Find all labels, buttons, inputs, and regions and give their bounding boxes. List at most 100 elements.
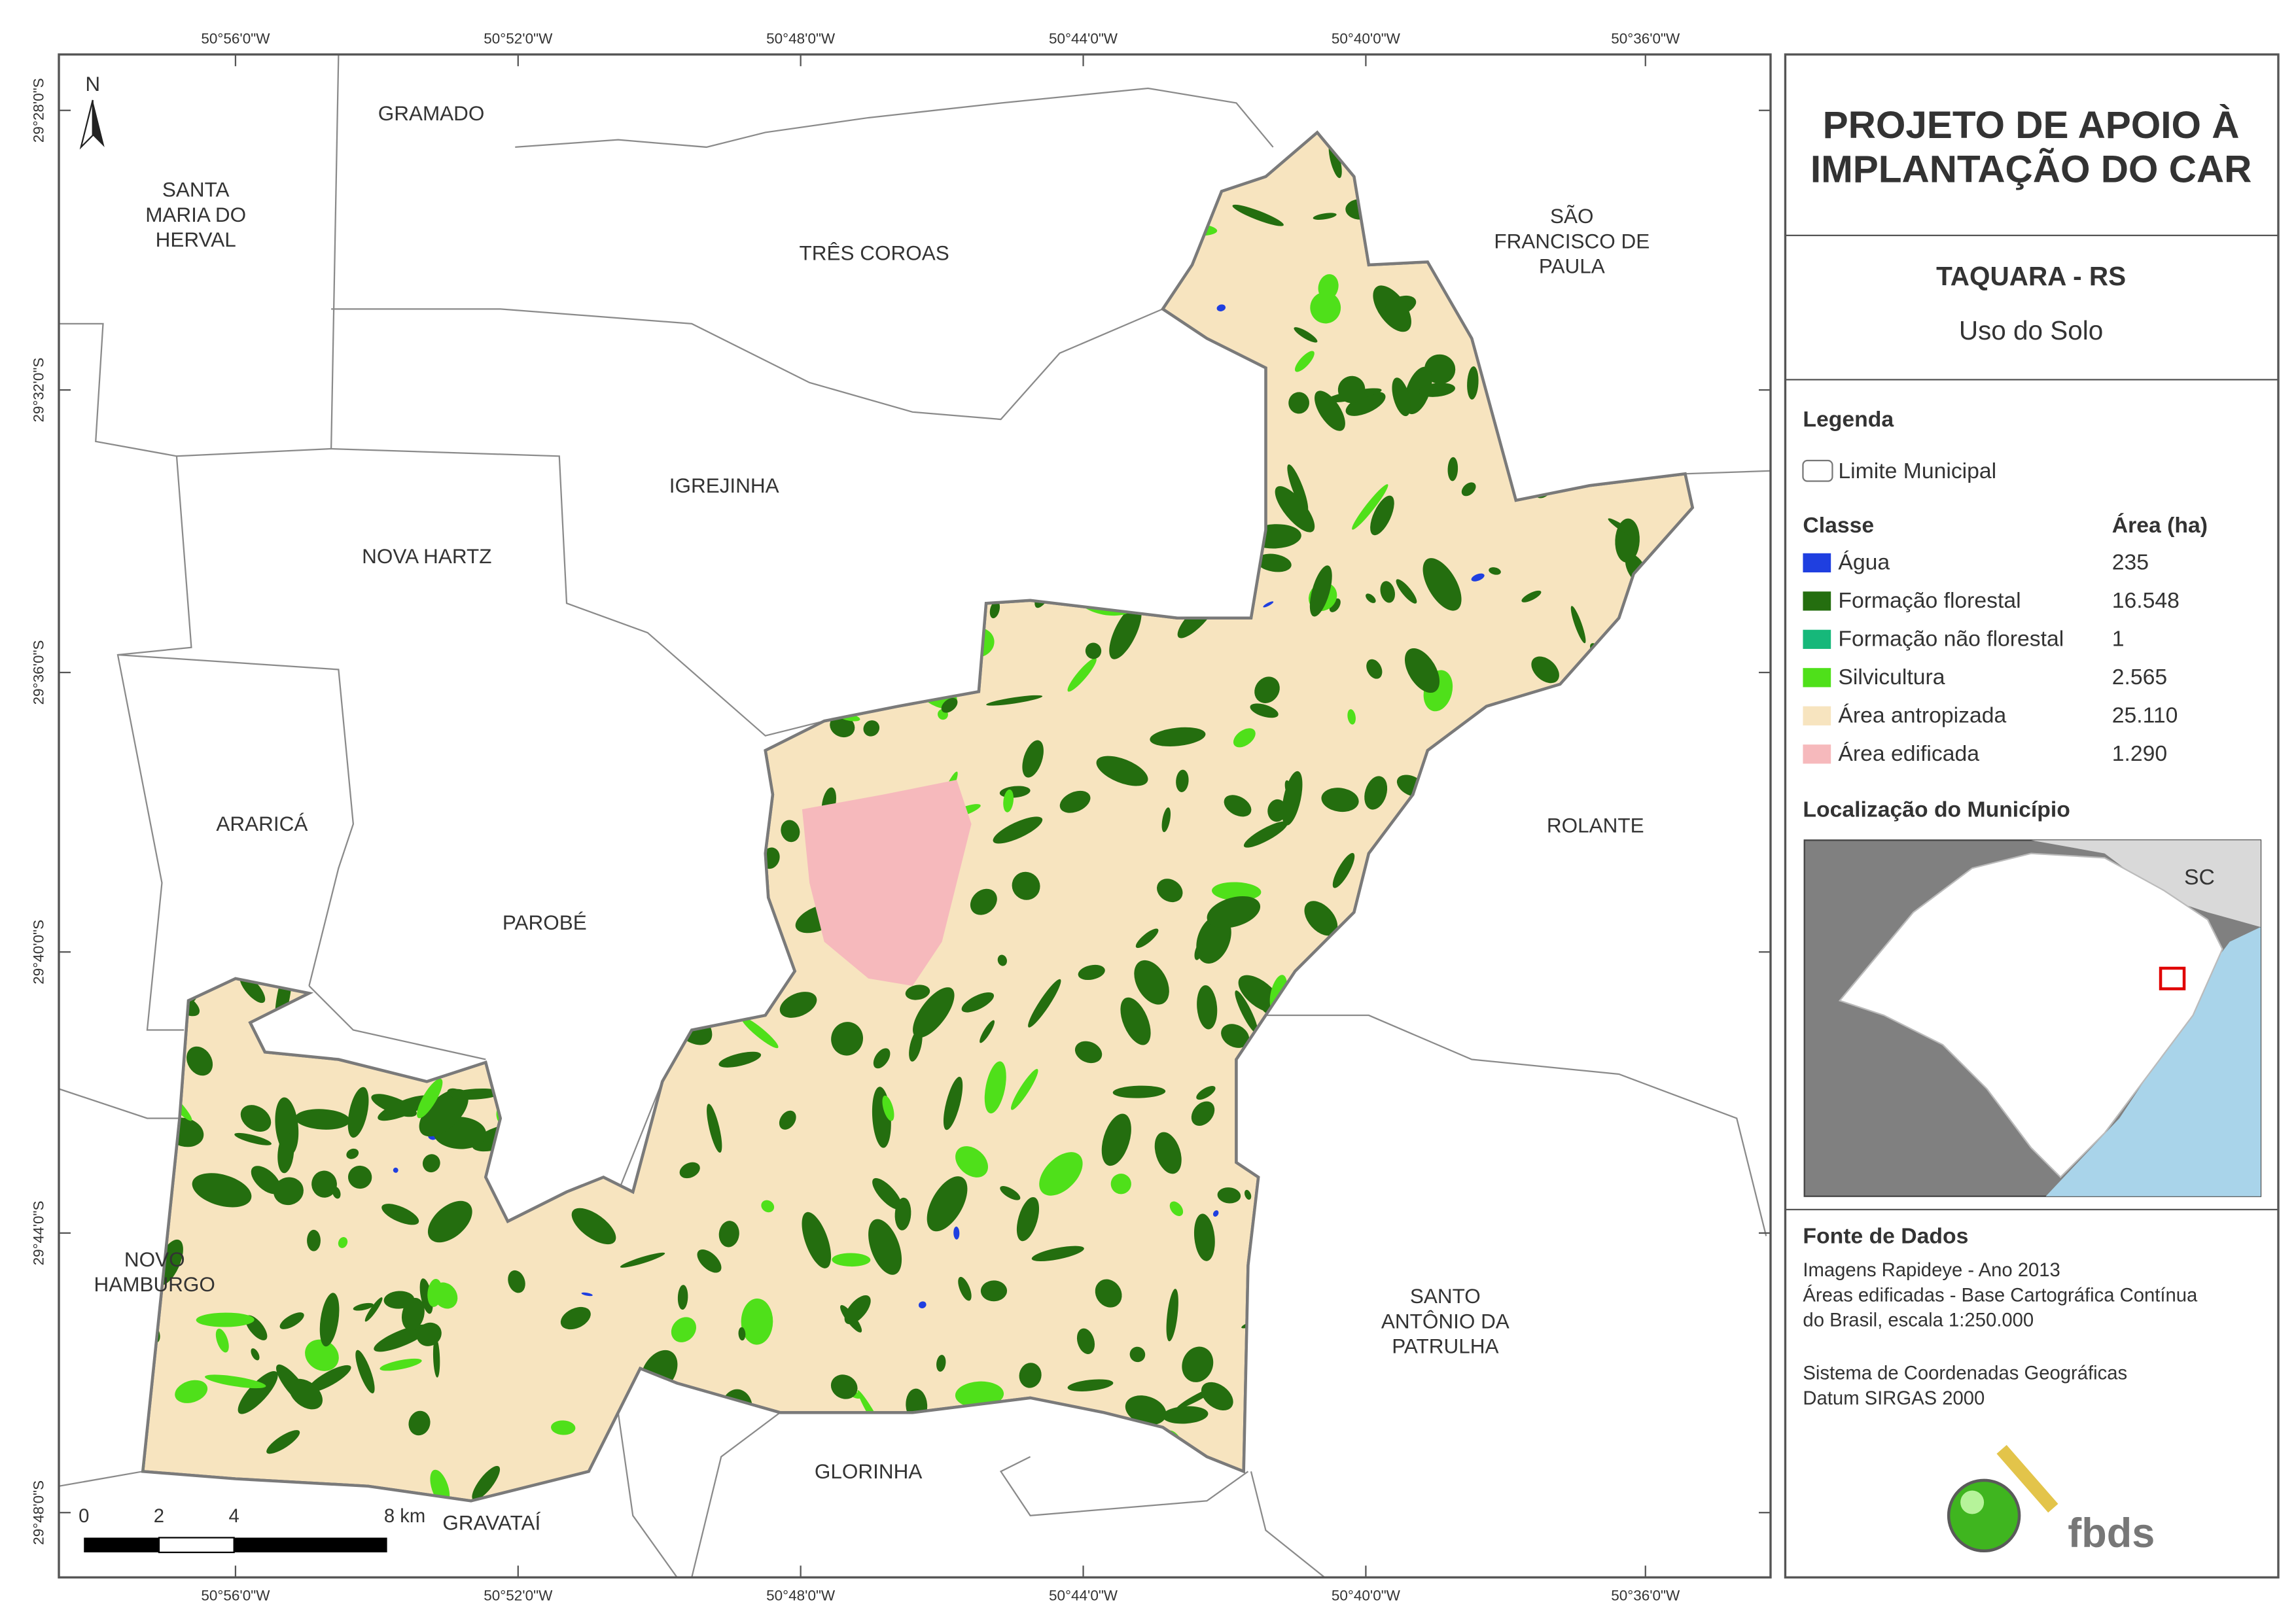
patch: [984, 1061, 1006, 1114]
patch: [251, 1166, 281, 1195]
patch: [868, 1219, 902, 1275]
location-inset: [1803, 839, 2262, 1197]
patch: [993, 816, 1043, 844]
patch: [1194, 943, 1203, 960]
lon-tick-label: 50°40'0"W: [1332, 31, 1401, 47]
patch: [1370, 495, 1394, 536]
patch: [433, 1338, 440, 1378]
patch: [830, 715, 855, 738]
patch: [980, 1280, 1008, 1302]
patch: [305, 1339, 339, 1371]
place-label: NOVA HARTZ: [362, 544, 491, 568]
patch: [844, 1295, 871, 1325]
patch: [1337, 375, 1366, 404]
patch: [427, 1278, 442, 1307]
patch: [1003, 789, 1014, 812]
patch: [186, 1046, 213, 1076]
patch: [989, 601, 1000, 619]
patch: [905, 985, 930, 1000]
panel-frame: [1784, 53, 2280, 1579]
legend-entry: Área antropizada: [1838, 703, 2006, 727]
patch: [408, 1410, 431, 1436]
place-label: HERVAL: [156, 228, 236, 251]
patch: [419, 1089, 468, 1137]
patch: [1096, 756, 1148, 786]
patch: [697, 1249, 722, 1273]
patch: [571, 1208, 616, 1245]
patch: [1019, 1363, 1042, 1388]
patch: [175, 1380, 208, 1403]
patch: [215, 1329, 229, 1353]
patch: [873, 1048, 891, 1069]
patch: [289, 1378, 323, 1410]
lat-tick-label: 29°36'0"S: [31, 640, 47, 705]
scale-label: 0: [79, 1506, 89, 1527]
patch: [371, 1094, 417, 1117]
patch: [1366, 659, 1383, 679]
place-label: ROLANTE: [1547, 813, 1644, 837]
patch: [1284, 780, 1296, 805]
patch: [417, 1078, 443, 1119]
patch: [1235, 990, 1258, 1034]
patch: [1244, 1189, 1252, 1200]
patch: [273, 1177, 304, 1206]
patch: [718, 1221, 739, 1248]
patch: [830, 1374, 858, 1399]
patch: [761, 1200, 775, 1213]
patch: [980, 1020, 995, 1043]
legend-swatch: [1803, 591, 1831, 611]
subtitle: Uso do Solo: [1959, 315, 2103, 345]
patch: [238, 1371, 278, 1414]
legend-entry: Formação não florestal: [1838, 626, 2064, 651]
patch: [347, 1087, 369, 1138]
patch: [1310, 292, 1341, 324]
patch: [679, 1162, 700, 1179]
patch: [393, 1167, 398, 1173]
patch: [346, 1148, 359, 1159]
lat-tick-label: 29°32'0"S: [31, 358, 47, 423]
patch: [1267, 799, 1287, 822]
patch: [319, 1293, 340, 1347]
patch: [1085, 642, 1102, 659]
lon-tick-label: 50°40'0"W: [1332, 1587, 1401, 1603]
lat-tick-label: 29°28'0"S: [31, 78, 47, 143]
patch: [781, 820, 800, 843]
patch: [311, 1170, 337, 1198]
place-label: GRAVATAÍ: [442, 1511, 540, 1535]
boundary-swatch: [1802, 459, 1833, 482]
patch: [422, 1154, 440, 1173]
patch: [1447, 457, 1458, 481]
patch: [1250, 703, 1279, 718]
legend-header: Área (ha): [2112, 513, 2208, 538]
scale-bar: [84, 1537, 387, 1554]
municipality: TAQUARA - RS: [1936, 261, 2126, 291]
place-label: PAROBÉ: [503, 911, 587, 934]
place-label: FRANCISCO DE: [1494, 229, 1650, 253]
place-label: SANTO: [1410, 1284, 1481, 1308]
source-line: do Brasil, escala 1:250.000: [1803, 1310, 2034, 1331]
patch: [1294, 351, 1315, 372]
lon-tick-label: 50°36'0"W: [1611, 1587, 1680, 1603]
patch: [1022, 740, 1044, 778]
patch: [1424, 354, 1456, 384]
patch: [671, 1317, 696, 1342]
patch: [1182, 1346, 1214, 1382]
patch: [1287, 464, 1309, 513]
lon-tick-label: 50°44'0"W: [1049, 1587, 1118, 1603]
patch: [1154, 1132, 1182, 1174]
legend-area: 1: [2112, 626, 2125, 651]
place-label: GLORINHA: [815, 1459, 922, 1483]
patch: [1233, 728, 1256, 748]
patch: [958, 1276, 972, 1301]
patch: [1254, 676, 1280, 703]
patch: [872, 1178, 902, 1210]
sources-title: Fonte de Dados: [1803, 1224, 1968, 1249]
source-line: Imagens Rapideye - Ano 2013: [1803, 1260, 2060, 1281]
legend-area: 2.565: [2112, 665, 2167, 689]
patch: [1404, 366, 1432, 415]
patch: [1193, 1213, 1215, 1261]
patch: [1078, 964, 1105, 981]
lon-tick-label: 50°52'0"W: [484, 1587, 553, 1603]
patch: [266, 1430, 300, 1454]
